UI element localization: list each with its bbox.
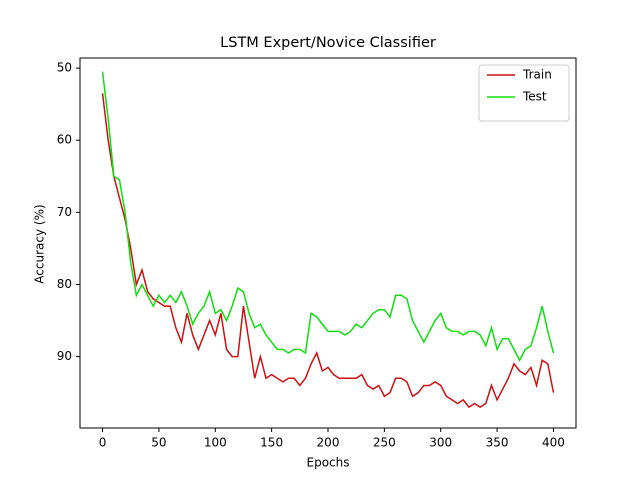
line-series xyxy=(101,71,555,362)
legend-box xyxy=(478,64,570,122)
line-series xyxy=(101,93,555,409)
x-tick-label: 0 xyxy=(99,436,107,450)
x-tick-label: 100 xyxy=(204,436,227,450)
x-axis-label: Epochs xyxy=(307,456,350,470)
y-tick-label: 60 xyxy=(57,133,72,147)
y-tick-label: 80 xyxy=(57,277,72,291)
chart-title: LSTM Expert/Novice Classifier xyxy=(220,35,436,51)
x-tick-label: 250 xyxy=(373,436,396,450)
x-tick-label: 150 xyxy=(260,436,283,450)
x-tick-label: 400 xyxy=(542,436,565,450)
x-tick-label: 300 xyxy=(429,436,452,450)
x-tick-label: 50 xyxy=(151,436,166,450)
y-tick-label: 50 xyxy=(57,61,72,75)
y-axis-label: Accuracy (%) xyxy=(33,204,47,283)
plot-frame xyxy=(79,57,577,429)
y-tick-label: 90 xyxy=(57,349,72,363)
legend-label: Test xyxy=(522,90,547,104)
x-tick-label: 200 xyxy=(317,436,340,450)
x-tick-label: 350 xyxy=(486,436,509,450)
y-tick-label: 70 xyxy=(57,205,72,219)
legend-label: Train xyxy=(522,68,552,82)
